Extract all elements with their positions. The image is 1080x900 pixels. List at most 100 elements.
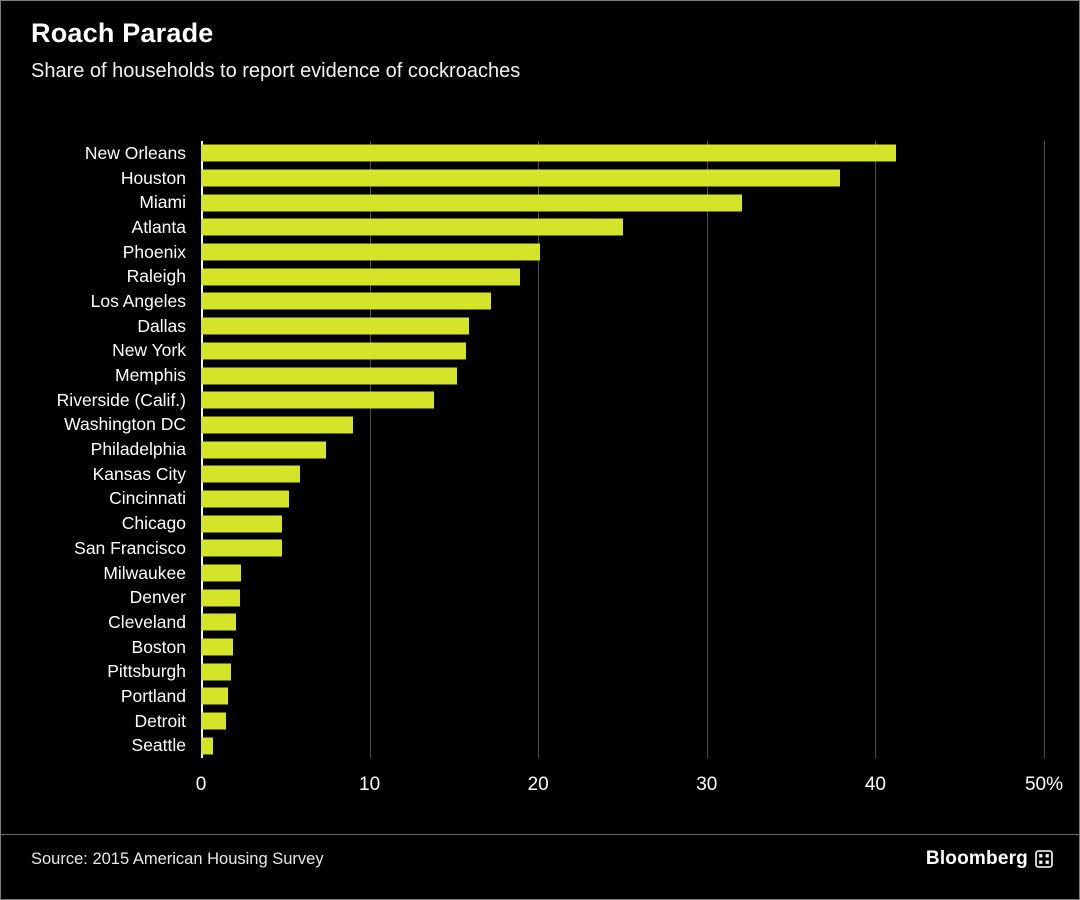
bar-track (201, 684, 1044, 709)
bar-track (201, 240, 1044, 265)
bar-label: Boston (131, 636, 186, 657)
bar-label: Raleigh (126, 266, 186, 287)
bar (201, 515, 282, 533)
x-tick-label: 50% (1024, 774, 1064, 796)
bar-label: Kansas City (92, 463, 186, 484)
bar-row: San Francisco (31, 536, 1044, 561)
bar-row: Seattle (31, 734, 1044, 759)
source-note: Source: 2015 American Housing Survey (31, 849, 324, 868)
bar-row: Chicago (31, 511, 1044, 536)
bar-track (201, 635, 1044, 660)
x-axis: 0 10 20 30 40 50% (31, 758, 1063, 804)
bar-row: Memphis (31, 363, 1044, 388)
bar-label: Phoenix (122, 241, 186, 262)
bar-row: Miami (31, 190, 1044, 215)
bar (201, 169, 840, 187)
bar-track (201, 734, 1044, 759)
bar-label: Pittsburgh (107, 661, 186, 682)
bar-track (201, 264, 1044, 289)
bar-track (201, 388, 1044, 413)
bar (201, 589, 240, 607)
bar-row: Raleigh (31, 264, 1044, 289)
bar-row: New Orleans (31, 141, 1044, 166)
bar-track (201, 536, 1044, 561)
bar-label: Memphis (115, 365, 186, 386)
bar-label: Detroit (134, 710, 186, 731)
bar-label: Denver (129, 587, 186, 608)
bar (201, 613, 237, 631)
bar (201, 243, 540, 261)
bar (201, 564, 242, 582)
bar (201, 539, 282, 557)
bar-row: Cleveland (31, 610, 1044, 635)
bloomberg-wordmark: Bloomberg (925, 848, 1028, 870)
bar (201, 317, 470, 335)
bar-label: Cleveland (108, 611, 186, 632)
bar-row: Milwaukee (31, 561, 1044, 586)
bar-label: Los Angeles (90, 290, 186, 311)
chart-footer: Source: 2015 American Housing Survey Blo… (1, 835, 1079, 870)
bar-rows: New Orleans Houston Miami Atlanta Phoenix Ral… (31, 141, 1044, 758)
bar-track (201, 462, 1044, 487)
bar-track (201, 585, 1044, 610)
bar (201, 687, 228, 705)
bar-track (201, 659, 1044, 684)
bar-label: Seattle (131, 735, 186, 756)
bar-label: Washington DC (64, 414, 186, 435)
bar-label: New York (112, 340, 186, 361)
bar-track (201, 339, 1044, 364)
bar (201, 490, 289, 508)
bar (201, 391, 434, 409)
bar (201, 663, 232, 681)
chart-header: Roach Parade Share of households to repo… (1, 1, 1079, 85)
bar-track (201, 561, 1044, 586)
bar (201, 737, 213, 755)
bar-track (201, 437, 1044, 462)
bar-label: Milwaukee (103, 562, 186, 583)
bar (201, 292, 491, 310)
bar (201, 416, 353, 434)
bar-row: Kansas City (31, 462, 1044, 487)
bar-label: New Orleans (84, 142, 186, 163)
bar-label: Riverside (Calif.) (56, 389, 186, 410)
bar (201, 194, 743, 212)
footer-divider (1, 834, 1079, 836)
bar (201, 342, 466, 360)
bar-track (201, 413, 1044, 438)
bar-label: San Francisco (74, 537, 186, 558)
x-tick-label: 30 (696, 774, 718, 796)
chart-subtitle: Share of households to report evidence o… (31, 60, 521, 82)
bar (201, 218, 623, 236)
bar-row: Cincinnati (31, 487, 1044, 512)
bar (201, 268, 520, 286)
bar-row: Washington DC (31, 413, 1044, 438)
bar-track (201, 314, 1044, 339)
bar-track (201, 141, 1044, 166)
bar-row: Atlanta (31, 215, 1044, 240)
bar-label: Chicago (121, 513, 186, 534)
bar-track (201, 709, 1044, 734)
bar (201, 712, 227, 730)
x-tick-label: 20 (527, 774, 549, 796)
bar-row: Los Angeles (31, 289, 1044, 314)
x-tick-label: 10 (359, 774, 381, 796)
bar (201, 465, 301, 483)
bar-row: Pittsburgh (31, 659, 1044, 684)
bar-row: Houston (31, 166, 1044, 191)
bar-label: Houston (120, 167, 186, 188)
bar (201, 441, 326, 459)
bar-chart: New Orleans Houston Miami Atlanta Phoenix Ral… (31, 141, 1045, 759)
bar (201, 367, 458, 385)
bar-track (201, 487, 1044, 512)
bloomberg-logo: Bloomberg (926, 848, 1053, 870)
bar (201, 638, 234, 656)
x-tick-label: 40 (864, 774, 886, 796)
bar (201, 144, 896, 162)
bar-row: Phoenix (31, 240, 1044, 265)
bar-label: Portland (120, 685, 186, 706)
bar-row: Boston (31, 635, 1044, 660)
bar-track (201, 166, 1044, 191)
bar-track (201, 215, 1044, 240)
bar-track (201, 511, 1044, 536)
